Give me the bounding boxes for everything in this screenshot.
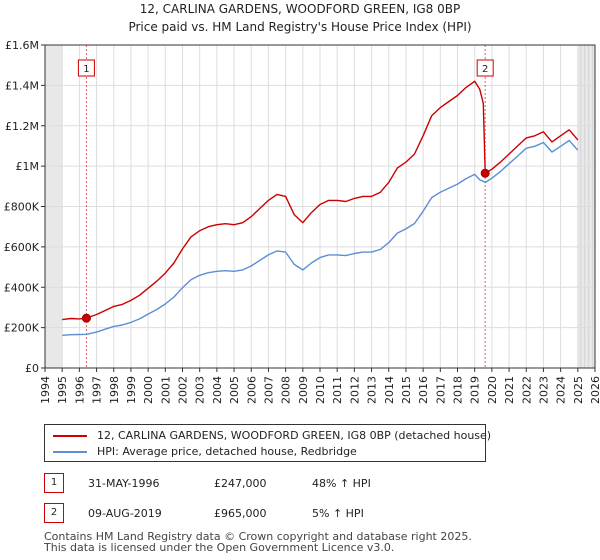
x-tick-label: 2000 [142, 376, 155, 404]
property-price-line [62, 80, 579, 321]
x-tick-label: 2015 [400, 376, 413, 404]
x-tick-label: 2019 [469, 376, 482, 404]
x-tick-label: 2012 [348, 376, 361, 404]
annotation-label-2: 2 [482, 64, 488, 75]
chart-title: 12, CARLINA GARDENS, WOODFORD GREEN, IG8… [140, 2, 460, 16]
chart-legend: 12, CARLINA GARDENS, WOODFORD GREEN, IG8… [44, 424, 491, 462]
sale-number-badge: 1 [44, 473, 64, 493]
sale-number-badge: 2 [44, 503, 64, 523]
y-tick-label: £1M [16, 160, 40, 173]
x-tick-label: 2010 [314, 376, 327, 404]
x-tick-label: 1997 [91, 376, 104, 404]
x-tick-label: 2017 [434, 376, 447, 404]
x-tick-label: 2003 [194, 376, 207, 404]
x-tick-label: 1995 [56, 376, 69, 404]
y-tick-label: £800K [4, 201, 40, 214]
x-tick-label: 1998 [108, 376, 121, 404]
x-tick-label: 2023 [537, 376, 550, 404]
annotation-box-1 [77, 59, 95, 77]
x-tick-label: 1996 [73, 376, 86, 404]
x-tick-label: 2024 [555, 376, 568, 404]
y-tick-label: £0 [25, 362, 39, 375]
sale-date: 09-AUG-2019 [88, 507, 162, 520]
x-tick-label: 1994 [39, 376, 52, 404]
sale-hpi-change: 48% ↑ HPI [312, 477, 371, 490]
y-tick-label: £1.4M [5, 79, 39, 92]
y-tick-label: £200K [4, 322, 40, 335]
sale-price: £247,000 [214, 477, 267, 490]
x-tick-label: 2026 [589, 376, 600, 404]
y-tick-label: £600K [4, 241, 40, 254]
footer: Contains HM Land Registry data © Crown c… [44, 531, 472, 553]
footer-licence: This data is licensed under the Open Gov… [44, 541, 395, 554]
footer-copyright: Contains HM Land Registry data © Crown c… [44, 530, 472, 543]
x-tick-label: 1999 [125, 376, 138, 404]
x-tick-label: 2002 [177, 376, 190, 404]
sale-date: 31-MAY-1996 [88, 477, 160, 490]
x-tick-label: 2020 [486, 376, 499, 404]
legend-label-hpi: HPI: Average price, detached house, Redb… [97, 445, 357, 458]
y-tick-label: £400K [4, 281, 40, 294]
annotation-label-1: 1 [83, 64, 89, 75]
legend-swatch-hpi [53, 451, 87, 453]
sale-price: £965,000 [214, 507, 267, 520]
x-tick-label: 2009 [297, 376, 310, 404]
x-tick-label: 2011 [331, 376, 344, 404]
chart-subtitle: Price paid vs. HM Land Registry's House … [128, 20, 471, 34]
x-tick-label: 2005 [228, 376, 241, 404]
x-tick-label: 2022 [520, 376, 533, 404]
x-tick-label: 2014 [383, 376, 396, 404]
plot-frame [44, 44, 596, 369]
x-tick-label: 2013 [366, 376, 379, 404]
x-tick-label: 2006 [245, 376, 258, 404]
x-tick-label: 2004 [211, 376, 224, 404]
sale-point-2 [480, 168, 490, 178]
legend-swatch-property [53, 435, 87, 437]
x-tick-label: 2018 [452, 376, 465, 404]
x-tick-label: 2016 [417, 376, 430, 404]
x-tick-label: 2025 [572, 376, 585, 404]
annotation-box-2 [476, 59, 494, 77]
y-tick-label: £1.2M [5, 120, 39, 133]
hpi-line [62, 139, 579, 336]
price-chart: 12, CARLINA GARDENS, WOODFORD GREEN, IG8… [4, 2, 600, 404]
x-tick-label: 2001 [159, 376, 172, 404]
sale-point-1 [81, 313, 91, 323]
x-tick-label: 2007 [262, 376, 275, 404]
legend-label-property: 12, CARLINA GARDENS, WOODFORD GREEN, IG8… [97, 429, 492, 442]
x-tick-label: 2021 [503, 376, 516, 404]
sale-hpi-change: 5% ↑ HPI [312, 507, 364, 520]
x-tick-label: 2008 [280, 376, 293, 404]
y-tick-label: £1.6M [5, 39, 39, 52]
